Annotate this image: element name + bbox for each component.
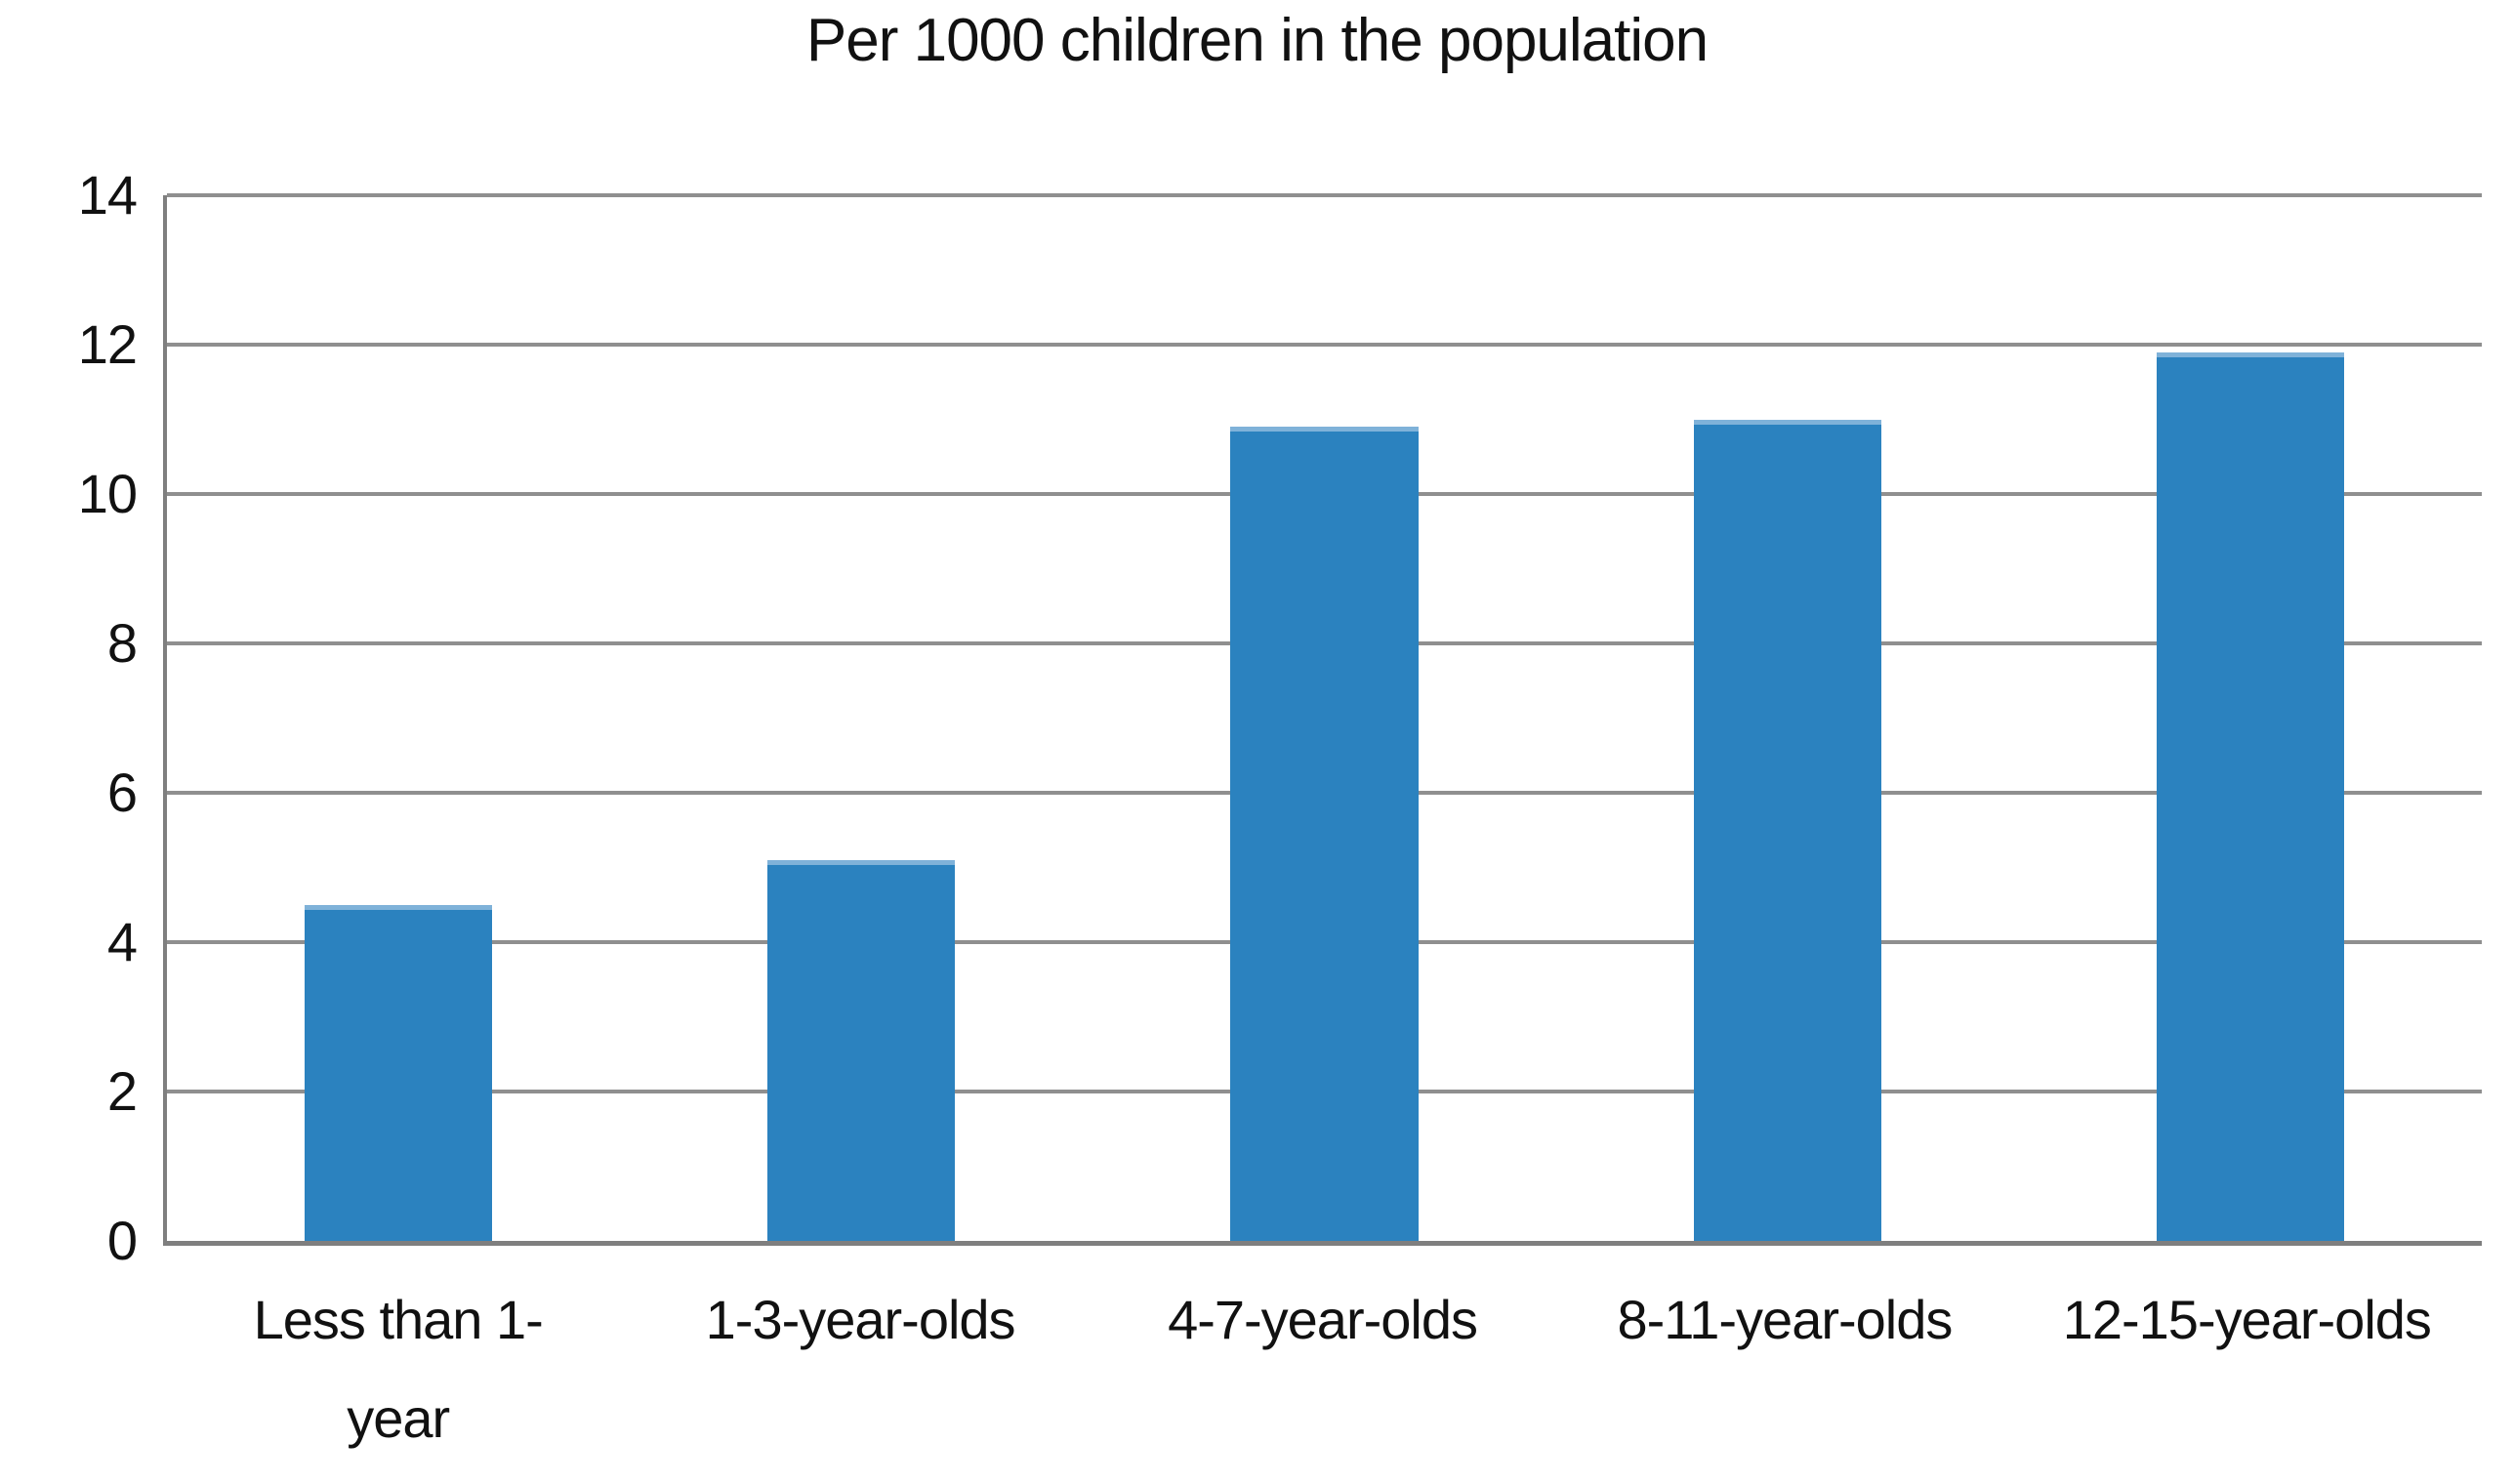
y-tick-label: 6 xyxy=(106,762,138,823)
x-axis: Less than 1- year 1-3-year-olds 4-7-year-o… xyxy=(167,1271,2478,1468)
x-tick-label: 8-11-year-olds xyxy=(1617,1289,1953,1350)
bar-slot xyxy=(167,195,630,1241)
y-axis: 0 2 4 6 8 10 12 14 xyxy=(0,168,138,1268)
bars xyxy=(167,195,2482,1241)
y-tick-label: 8 xyxy=(106,612,138,674)
bar-3 xyxy=(1230,427,1419,1241)
y-tick-label: 12 xyxy=(77,313,138,375)
y-tick-label: 0 xyxy=(106,1210,138,1271)
bar-slot xyxy=(630,195,1092,1241)
chart-title: Per 1000 children in the population xyxy=(805,7,1709,74)
bar-slot xyxy=(1556,195,2019,1241)
x-tick-label: 4-7-year-olds xyxy=(1168,1289,1478,1350)
bar-4 xyxy=(1693,419,1881,1241)
x-tick-label: 12-15-year-olds xyxy=(2062,1289,2432,1350)
gridline xyxy=(167,193,2482,197)
bar-slot xyxy=(1092,195,1555,1241)
y-tick-label: 2 xyxy=(106,1060,138,1122)
bar-slot xyxy=(2019,195,2482,1241)
bar-1 xyxy=(305,904,493,1241)
plot-area xyxy=(163,193,2482,1246)
gridline xyxy=(167,343,2482,347)
bar-2 xyxy=(767,859,956,1241)
y-tick-label: 14 xyxy=(77,164,138,226)
bar-5 xyxy=(2156,351,2344,1241)
y-tick-label: 4 xyxy=(106,911,138,972)
x-tick-label: Less than 1- year xyxy=(253,1289,544,1449)
x-tick-label: 1-3-year-olds xyxy=(705,1289,1016,1350)
y-tick-label: 10 xyxy=(77,463,138,524)
